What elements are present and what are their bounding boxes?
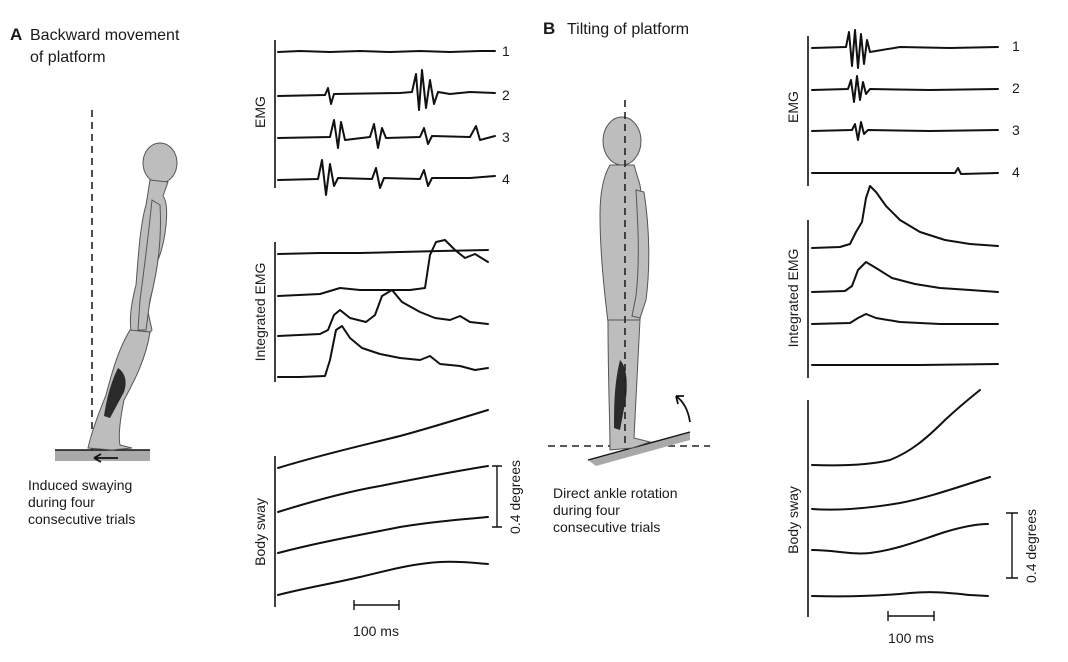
panel-b-iemg-trace-4 xyxy=(811,363,999,366)
panel-b-caption-line2: during four xyxy=(553,502,620,518)
panel-a-emg-trace-4 xyxy=(277,159,496,196)
panel-a-sway-trace-2 xyxy=(277,465,489,513)
panel-a-caption-line1: Induced swaying xyxy=(28,477,132,493)
panel-b-head xyxy=(602,116,642,166)
panel-a-iemg-trace-3 xyxy=(277,289,489,337)
panel-b-degree-scale-bar xyxy=(1006,512,1018,579)
panel-b-iemg-trace-3 xyxy=(811,313,999,325)
panel-b-letter: B xyxy=(543,19,555,38)
panel-b-caption-line1: Direct ankle rotation xyxy=(553,485,678,501)
panel-b-emg-group: EMG 1 2 3 4 xyxy=(785,29,1020,186)
panel-a-emg-num-4: 4 xyxy=(502,171,510,187)
panel-a-emg-num-3: 3 xyxy=(502,129,510,145)
panel-a-emg-trace-1 xyxy=(277,50,496,53)
panel-b-iemg-trace-2 xyxy=(811,261,999,293)
panel-b-human-figure xyxy=(548,100,710,466)
panel-a-platform-arrow xyxy=(93,453,118,463)
panel-b-integrated-emg-group: Integrated EMG xyxy=(785,185,999,378)
panel-a-arm xyxy=(137,199,161,331)
panel-a-emg-num-2: 2 xyxy=(502,87,510,103)
panel-b-rotation-arrow xyxy=(675,395,691,423)
panel-a-time-scale-label: 100 ms xyxy=(353,623,399,639)
panel-b-caption-line3: consecutive trials xyxy=(553,519,660,535)
panel-a-calf-muscle xyxy=(104,368,126,418)
panel-a-emg-trace-3 xyxy=(277,119,496,149)
panel-b-emg-trace-1 xyxy=(811,29,999,69)
panel-b-sway-trace-2 xyxy=(811,476,991,511)
panel-a-human-figure xyxy=(55,110,178,463)
panel-a-body-sway-group: Body sway 0.4 degrees 100 ms xyxy=(252,409,523,639)
panel-a-sway-trace-4 xyxy=(277,560,489,596)
panel-a-caption-line3: consecutive trials xyxy=(28,511,135,527)
panel-b-body-sway-group: Body sway 0.4 degrees 100 ms xyxy=(785,389,1039,646)
panel-b-emg-trace-2 xyxy=(811,75,999,103)
panel-a-iemg-trace-1 xyxy=(277,249,489,255)
panel-a-degree-scale-bar xyxy=(492,465,502,528)
panel-b-emg-trace-3 xyxy=(811,121,999,141)
panel-a-caption-line2: during four xyxy=(28,494,95,510)
panel-b-body-sway-label: Body sway xyxy=(785,486,801,554)
panel-a-iemg-trace-4 xyxy=(277,325,489,378)
panel-b-arm xyxy=(631,189,650,319)
panel-b-integrated-emg-label: Integrated EMG xyxy=(785,249,801,348)
panel-b-sway-trace-3 xyxy=(811,523,989,555)
panel-a-sway-trace-1 xyxy=(277,409,489,469)
panel-a-integrated-emg-group: Integrated EMG xyxy=(252,239,489,382)
panel-b-emg-trace-4 xyxy=(811,167,999,175)
panel-b-emg-label: EMG xyxy=(785,91,801,123)
panel-b-emg-num-2: 2 xyxy=(1012,80,1020,96)
panel-b-emg-num-1: 1 xyxy=(1012,38,1020,54)
panel-a-emg-group: EMG 1 2 3 4 xyxy=(252,40,510,196)
panel-b-tilted-platform xyxy=(588,432,690,466)
panel-a-time-scale-bar xyxy=(353,600,400,610)
panel-b: B Tilting of platform Direct ankle rotat… xyxy=(543,19,1039,646)
panel-b-calf-muscle xyxy=(614,360,627,430)
panel-a: A Backward movement of platform Induced … xyxy=(10,25,523,639)
panel-b-sway-trace-4 xyxy=(811,591,989,598)
panel-b-legs xyxy=(607,319,652,451)
panel-a-emg-label: EMG xyxy=(252,96,268,128)
panel-a-degree-scale-label: 0.4 degrees xyxy=(507,460,523,534)
panel-b-emg-num-3: 3 xyxy=(1012,122,1020,138)
panel-b-time-scale-bar xyxy=(887,611,935,621)
panel-a-emg-trace-2 xyxy=(277,69,496,111)
panel-b-sway-trace-1 xyxy=(811,389,981,467)
panel-a-iemg-trace-2 xyxy=(277,239,489,297)
panel-a-body-sway-label: Body sway xyxy=(252,498,268,566)
panel-a-sway-trace-3 xyxy=(277,516,489,554)
panel-b-emg-num-4: 4 xyxy=(1012,164,1020,180)
panel-a-head xyxy=(142,142,178,184)
panel-a-title-line2: of platform xyxy=(30,49,106,66)
panel-b-time-scale-label: 100 ms xyxy=(888,630,934,646)
panel-b-iemg-trace-1 xyxy=(811,185,999,249)
panel-b-title: Tilting of platform xyxy=(567,21,689,38)
panel-b-degree-scale-label: 0.4 degrees xyxy=(1023,509,1039,583)
panel-a-letter: A xyxy=(10,25,22,44)
panel-a-title-line1: Backward movement xyxy=(30,27,180,44)
panel-a-platform xyxy=(55,450,150,461)
panel-a-emg-num-1: 1 xyxy=(502,43,510,59)
panel-a-integrated-emg-label: Integrated EMG xyxy=(252,263,268,362)
